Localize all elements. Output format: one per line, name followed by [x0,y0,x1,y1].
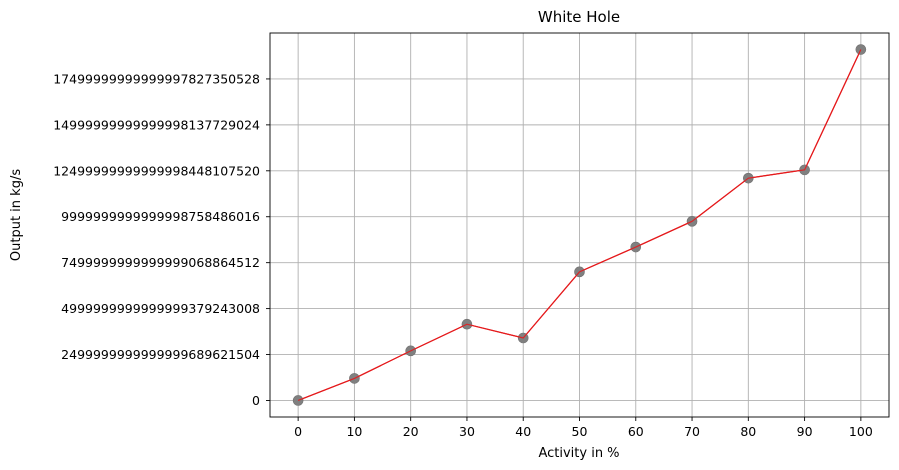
x-tick-label: 10 [346,424,362,439]
x-tick-label: 90 [797,424,813,439]
x-tick-label: 40 [515,424,531,439]
y-tick-label: 7499999999999999068864512 [61,255,260,270]
y-tick-label: 14999999999999998137729024 [53,117,260,132]
y-tick-label: 0 [252,393,260,408]
y-tick-label: 9999999999999998758486016 [61,209,260,224]
chart-title: White Hole [538,8,620,26]
y-tick-label: 17499999999999997827350528 [53,71,260,86]
x-tick-label: 50 [572,424,588,439]
y-axis-label: Output in kg/s [9,169,24,261]
series-line-overlay [297,49,862,402]
grid [270,33,889,417]
x-tick-label: 80 [740,424,756,439]
x-tick-label: 30 [459,424,475,439]
y-tick-label: 4999999999999999379243008 [61,301,260,316]
x-tick-label: 20 [403,424,419,439]
x-tick-label: 60 [628,424,644,439]
x-tick-label: 0 [294,424,302,439]
x-axis-label: Activity in % [538,446,619,461]
series [292,44,867,406]
plot-frame [269,32,890,418]
x-tick-label: 100 [849,424,873,439]
x-tick-label: 70 [684,424,700,439]
y-tick-label: 2499999999999999689621504 [61,347,260,362]
y-tick-label: 12499999999999998448107520 [53,163,260,178]
ticks: 0 10 20 30 40 50 60 70 80 90 100 0 24999999999999996… [53,71,873,439]
